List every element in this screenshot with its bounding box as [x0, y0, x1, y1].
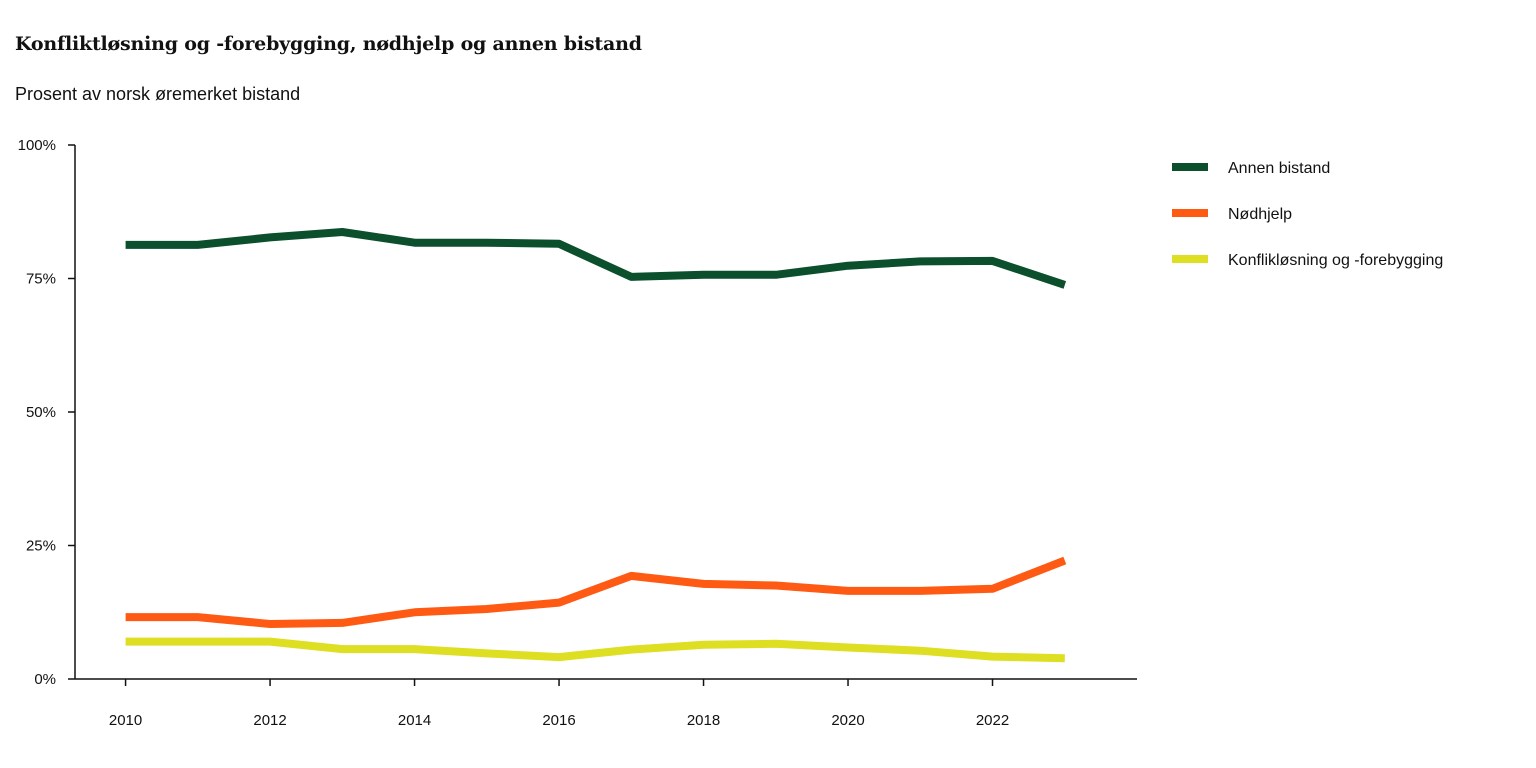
- legend-label: Konflikløsning og -forebygging: [1228, 252, 1443, 269]
- chart-axes: 0% 25% 50% 75% 100% 2010 2012 2014 2016 2018 2020 2…: [18, 137, 1137, 729]
- x-tick-label: 2020: [831, 712, 864, 729]
- series-line-2: [125, 637, 1065, 663]
- x-tick-label: 2018: [687, 712, 720, 729]
- x-tick-label: 2022: [976, 712, 1009, 729]
- series-line-0: [125, 228, 1067, 289]
- y-tick-label: 0%: [34, 671, 56, 688]
- y-tick-label: 75%: [26, 271, 56, 288]
- y-tick-label: 100%: [18, 137, 56, 154]
- legend-label: Nødhjelp: [1228, 206, 1292, 223]
- x-tick-label: 2012: [253, 712, 286, 729]
- x-tick-label: 2016: [542, 712, 575, 729]
- chart-subtitle: Prosent av norsk øremerket bistand: [15, 84, 301, 104]
- y-tick-label: 25%: [26, 538, 56, 555]
- chart-title: Konfliktløsning og -forebygging, nødhjel…: [15, 33, 642, 55]
- chart-legend: Annen bistand Nødhjelp Konflikløsning og -…: [1172, 160, 1443, 269]
- x-tick-label: 2014: [398, 712, 431, 729]
- series-line-1: [125, 556, 1067, 628]
- x-tick-label: 2010: [109, 712, 142, 729]
- y-tick-label: 50%: [26, 404, 56, 421]
- legend-label: Annen bistand: [1228, 160, 1330, 177]
- chart-series: [125, 228, 1067, 663]
